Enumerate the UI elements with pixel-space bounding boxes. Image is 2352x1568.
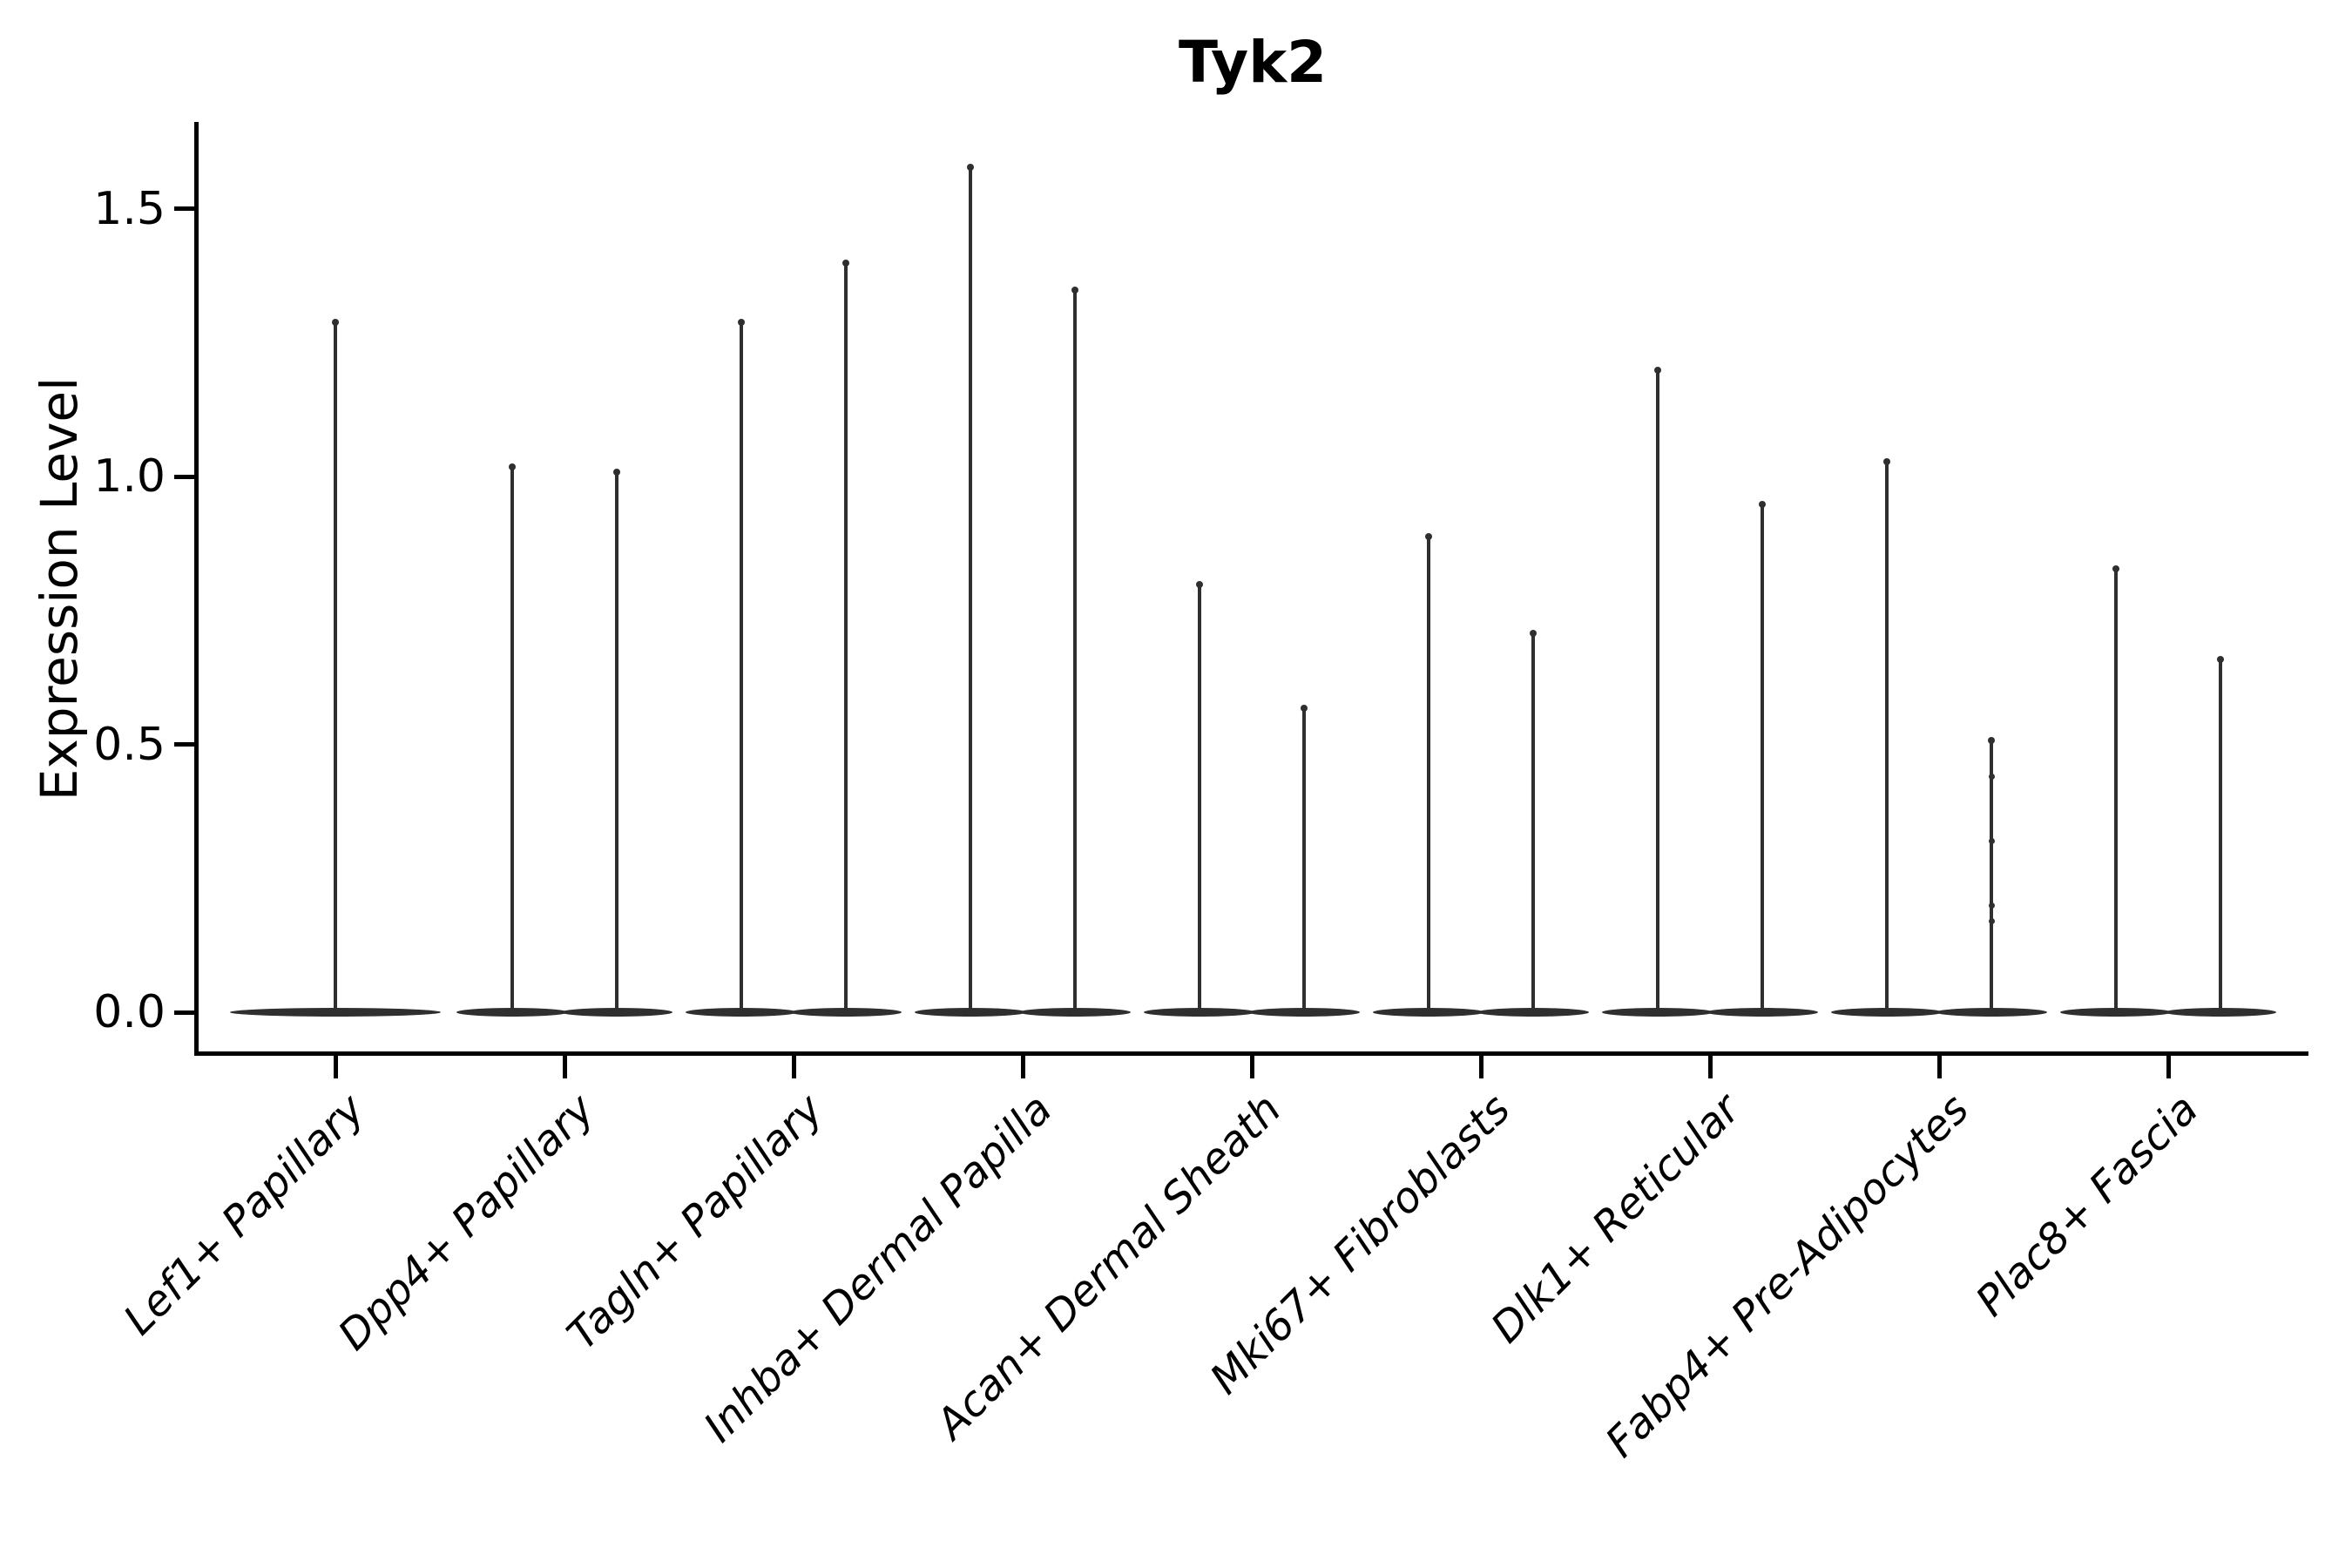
violin-spike bbox=[615, 471, 618, 1015]
y-tick-label: 1.5 bbox=[93, 182, 166, 235]
x-tick-mark bbox=[333, 1056, 338, 1078]
violin-tip bbox=[1196, 581, 1203, 589]
violin-spike bbox=[844, 262, 848, 1015]
x-tick-mark bbox=[1478, 1056, 1484, 1078]
violin-tip bbox=[842, 260, 849, 267]
violin-tip bbox=[1530, 629, 1537, 637]
violin-tip bbox=[1988, 736, 1995, 744]
y-tick-mark bbox=[174, 474, 197, 479]
violin-tip bbox=[2217, 656, 2224, 664]
x-tick-label: Plac8+ Fascia bbox=[1966, 1085, 2207, 1326]
violin-tip bbox=[967, 163, 974, 171]
violin-spike bbox=[1427, 535, 1430, 1015]
y-tick-mark bbox=[174, 1010, 197, 1015]
x-tick-label: Dlk1+ Reticular bbox=[1481, 1085, 1749, 1353]
x-tick-mark bbox=[2166, 1056, 2171, 1078]
y-tick-mark bbox=[174, 206, 197, 212]
violin-spike bbox=[1761, 504, 1764, 1015]
violin-tip bbox=[738, 319, 745, 327]
violin-tip bbox=[1654, 367, 1661, 375]
x-tick-mark bbox=[791, 1056, 796, 1078]
x-axis-spine bbox=[194, 1051, 2308, 1056]
y-axis-spine bbox=[194, 122, 199, 1056]
x-tick-mark bbox=[1249, 1056, 1254, 1078]
violin-spike bbox=[740, 321, 743, 1015]
violin-outlier-point bbox=[1988, 902, 1995, 909]
violin-spike bbox=[1885, 460, 1889, 1015]
violin-spike bbox=[1073, 289, 1077, 1015]
x-tick-mark bbox=[1936, 1056, 1942, 1078]
violin-outlier-point bbox=[1988, 774, 1995, 781]
violin-tip bbox=[509, 463, 516, 470]
violin-spike bbox=[2219, 659, 2222, 1015]
x-tick-label: Fabp4+ Pre-Adipocytes bbox=[1596, 1085, 1978, 1467]
violin-spike bbox=[2114, 567, 2118, 1015]
x-tick-mark bbox=[1020, 1056, 1025, 1078]
y-tick-label: 0.5 bbox=[93, 718, 166, 771]
violin-spike bbox=[334, 321, 337, 1015]
violin-spike bbox=[1531, 632, 1535, 1015]
x-tick-mark bbox=[1707, 1056, 1713, 1078]
violin-spike bbox=[1656, 369, 1659, 1015]
y-tick-label: 0.0 bbox=[93, 986, 166, 1038]
x-tick-mark bbox=[562, 1056, 567, 1078]
x-tick-label: Lef1+ Papillary bbox=[114, 1085, 375, 1345]
violin-spike bbox=[510, 466, 514, 1015]
violin-tip bbox=[1883, 457, 1890, 465]
violin-spike bbox=[1990, 739, 1993, 1015]
violin-tip bbox=[1759, 501, 1766, 509]
violin-tip bbox=[1301, 704, 1308, 712]
violin-tip bbox=[613, 469, 620, 476]
violin-tip bbox=[2112, 564, 2119, 572]
violin-spike bbox=[1302, 706, 1306, 1015]
y-tick-mark bbox=[174, 742, 197, 747]
violin-tip bbox=[1425, 532, 1432, 540]
chart-title: Tyk2 bbox=[1178, 29, 1328, 96]
violin-tip bbox=[1071, 287, 1078, 294]
violin-outlier-point bbox=[1988, 837, 1995, 844]
violin-spike bbox=[1198, 584, 1201, 1015]
violin-tip bbox=[332, 319, 339, 327]
violin-outlier-point bbox=[1988, 918, 1995, 924]
violin-spike bbox=[969, 166, 972, 1015]
y-tick-label: 1.0 bbox=[93, 450, 166, 504]
